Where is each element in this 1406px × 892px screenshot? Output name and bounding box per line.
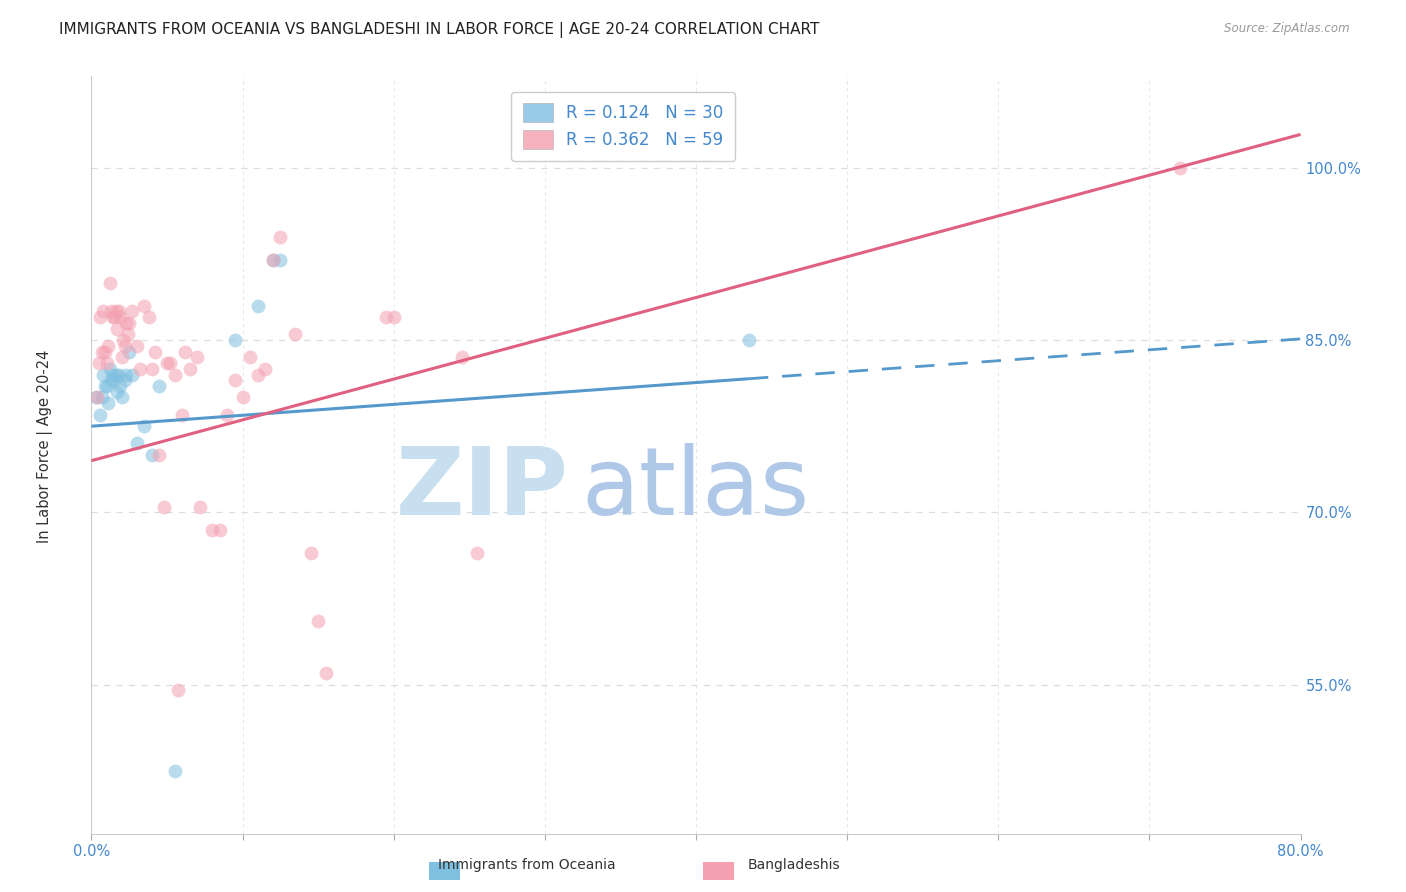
Point — [86, 391, 108, 405]
Point — [115, 368, 138, 382]
Point — [96, 356, 118, 370]
Point — [104, 304, 127, 318]
Point — [103, 310, 125, 324]
Point — [97, 396, 120, 410]
Point — [128, 361, 150, 376]
Point — [114, 339, 136, 353]
Point — [100, 304, 122, 318]
Point — [118, 316, 141, 330]
Point — [91, 344, 114, 359]
Point — [134, 299, 156, 313]
Point — [105, 321, 128, 335]
Point — [307, 615, 329, 629]
Point — [96, 379, 118, 393]
Point — [111, 391, 132, 405]
Point — [93, 368, 115, 382]
Point — [254, 361, 277, 376]
Point — [166, 683, 188, 698]
Point — [217, 408, 239, 422]
Point — [125, 339, 148, 353]
Point — [94, 344, 117, 359]
Point — [148, 379, 170, 393]
Point — [121, 304, 143, 318]
Point — [134, 419, 156, 434]
Point — [117, 327, 139, 342]
Point — [114, 373, 136, 387]
Point — [141, 361, 163, 376]
Point — [153, 500, 176, 514]
Point — [299, 545, 322, 559]
Point — [108, 310, 131, 324]
Point — [231, 391, 253, 405]
Point — [103, 373, 125, 387]
Text: IMMIGRANTS FROM OCEANIA VS BANGLADESHI IN LABOR FORCE | AGE 20-24 CORRELATION CH: IMMIGRANTS FROM OCEANIA VS BANGLADESHI I… — [59, 22, 820, 38]
Point — [105, 384, 128, 399]
Point — [98, 276, 121, 290]
Text: Source: ZipAtlas.com: Source: ZipAtlas.com — [1225, 22, 1350, 36]
Point — [465, 545, 488, 559]
Text: ZIP: ZIP — [396, 443, 569, 535]
Point — [121, 368, 143, 382]
Point — [284, 327, 307, 342]
Point — [101, 310, 124, 324]
Text: atlas: atlas — [581, 443, 810, 535]
Point — [450, 351, 472, 365]
Point — [156, 356, 179, 370]
Point — [89, 408, 111, 422]
Point — [246, 368, 269, 382]
Point — [224, 333, 246, 347]
Point — [138, 310, 160, 324]
Point — [107, 368, 129, 382]
Point — [269, 252, 291, 267]
Text: Immigrants from Oceania: Immigrants from Oceania — [439, 858, 616, 872]
Point — [163, 368, 186, 382]
Point — [111, 351, 132, 365]
Point — [375, 310, 398, 324]
Point — [163, 764, 186, 778]
Point — [382, 310, 405, 324]
Point — [269, 229, 291, 244]
Point — [84, 391, 107, 405]
Point — [141, 448, 163, 462]
Point — [91, 391, 114, 405]
Point — [179, 361, 201, 376]
Point — [101, 368, 124, 382]
Point — [97, 339, 120, 353]
Point — [98, 361, 121, 376]
Point — [201, 523, 224, 537]
Point — [87, 356, 110, 370]
Point — [93, 304, 115, 318]
Text: Bangladeshis: Bangladeshis — [748, 858, 841, 872]
Point — [188, 500, 211, 514]
Point — [172, 408, 194, 422]
Text: In Labor Force | Age 20-24: In Labor Force | Age 20-24 — [37, 350, 53, 542]
Point — [1168, 161, 1191, 175]
Point — [100, 373, 122, 387]
Point — [208, 523, 231, 537]
Point — [159, 356, 181, 370]
Point — [148, 448, 170, 462]
Point — [262, 252, 284, 267]
Point — [107, 304, 129, 318]
Point — [738, 333, 761, 347]
Point — [239, 351, 262, 365]
Point — [94, 379, 117, 393]
Point — [224, 373, 246, 387]
Point — [108, 379, 131, 393]
Point — [186, 351, 208, 365]
Point — [262, 252, 284, 267]
Point — [112, 333, 135, 347]
Point — [115, 316, 138, 330]
Point — [143, 344, 166, 359]
Point — [118, 344, 141, 359]
Point — [246, 299, 269, 313]
Point — [174, 344, 197, 359]
Point — [125, 436, 148, 450]
Point — [104, 368, 127, 382]
Point — [315, 666, 337, 681]
Legend: R = 0.124   N = 30, R = 0.362   N = 59: R = 0.124 N = 30, R = 0.362 N = 59 — [512, 92, 735, 161]
Point — [89, 310, 111, 324]
